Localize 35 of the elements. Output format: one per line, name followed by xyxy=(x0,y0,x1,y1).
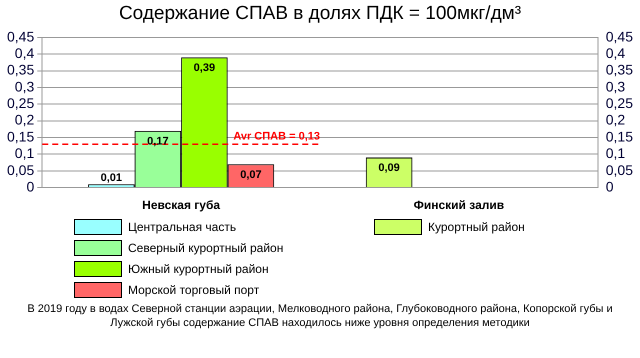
y2-tick-label: 0,25 xyxy=(606,95,634,112)
y2-tick-label: 0,2 xyxy=(606,112,626,128)
y-tick-label: 0,45 xyxy=(7,28,34,44)
y-tick-label: 0,05 xyxy=(7,162,34,178)
y2-tick-label: 0,3 xyxy=(606,78,626,94)
y2-tick-label: 0,05 xyxy=(606,162,634,178)
legend-label: Центральная часть xyxy=(128,220,236,234)
y2-tick-label: 0,4 xyxy=(606,44,626,61)
y2-tick-label: 0,1 xyxy=(606,145,626,162)
y2-tick-label: 0 xyxy=(606,178,614,194)
legend-label: Северный курортный район xyxy=(128,240,284,254)
data-label: 0,01 xyxy=(100,172,122,184)
legend-label: Южный курортный район xyxy=(128,262,269,276)
legend-label: Морской торговый порт xyxy=(128,282,260,296)
y-tick-label: 0,3 xyxy=(14,78,34,94)
data-label: 0,09 xyxy=(378,162,400,174)
x-tick-label: Невская губа xyxy=(142,198,220,212)
legend-label: Курортный район xyxy=(428,220,525,234)
y-tick-label: 0,35 xyxy=(7,62,34,78)
y-tick-label: 0 xyxy=(26,178,34,194)
y-tick-label: 0,15 xyxy=(7,128,34,144)
y2-tick-label: 0,45 xyxy=(606,28,634,44)
data-label: 0,39 xyxy=(194,62,216,74)
chart-title: Содержание СПАВ в долях ПДК = 100мкг/дм³ xyxy=(118,2,522,26)
y-tick-label: 0,25 xyxy=(7,95,34,112)
y2-tick-label: 0,35 xyxy=(606,62,634,78)
ref-line-label: Avr СПАВ = 0,13 xyxy=(233,130,320,143)
y2-tick-label: 0,15 xyxy=(606,128,634,144)
x-tick-label: Финский залив xyxy=(414,198,504,212)
y-tick-label: 0,2 xyxy=(14,112,34,128)
text: В 2019 году в водах Северной станции аэрации, Мелководного района, Глубоководного района, Копорской губы и Лужской губы содержание СПАВ находилось ниже уровня определения методики xyxy=(26,302,614,330)
y-tick-label: 0,4 xyxy=(14,44,34,61)
y-tick-label: 0,1 xyxy=(14,145,34,162)
data-label: 0,17 xyxy=(147,135,169,148)
data-label: 0,07 xyxy=(240,168,262,181)
